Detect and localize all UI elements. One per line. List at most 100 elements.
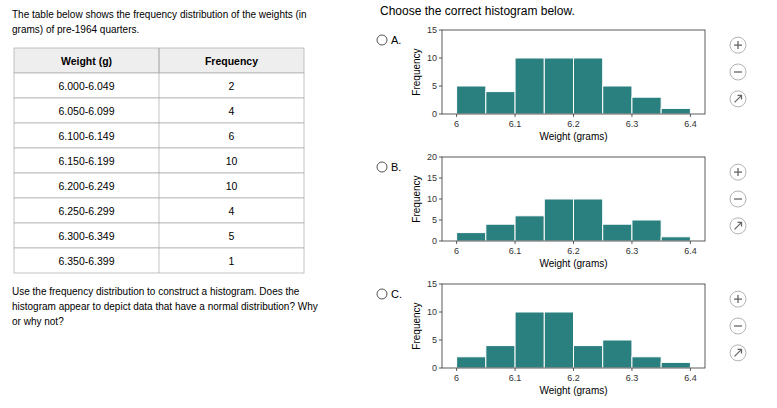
table-cell: 6.150-6.199 (58, 155, 114, 167)
bar (661, 108, 690, 114)
icon-circle (730, 345, 746, 361)
x-tick-label: 6.2 (567, 246, 580, 256)
table-cell: 10 (226, 180, 238, 192)
x-tick-label: 6.3 (626, 373, 639, 383)
icon-circle (730, 164, 746, 180)
x-tick-label: 6.3 (626, 246, 639, 256)
x-tick-label: 6.2 (567, 119, 580, 129)
y-axis-label: Frequency (411, 48, 422, 95)
bar (603, 86, 632, 114)
icon-circle (730, 291, 746, 307)
icon-button (730, 164, 746, 180)
bar (544, 312, 573, 368)
table-cell: 6.250-6.299 (58, 205, 114, 217)
y-axis-label: Frequency (411, 302, 422, 349)
x-tick (631, 368, 632, 371)
y-tick (439, 178, 442, 179)
radio-button (377, 289, 387, 299)
radio-button (377, 162, 387, 172)
y-tick (439, 114, 442, 115)
bar (544, 58, 573, 114)
icon-button (730, 218, 746, 234)
icon-glyph (734, 198, 742, 199)
icon-button (730, 318, 746, 334)
option-label: A. (391, 34, 401, 46)
x-tick (690, 241, 691, 244)
x-tick-label: 6 (454, 373, 459, 383)
icon-button (730, 345, 746, 361)
table-cell: 6.200-6.249 (58, 180, 114, 192)
icon-button (730, 37, 746, 53)
y-tick-label: 15 (427, 279, 437, 289)
icon-glyph (737, 41, 738, 49)
icon-glyph (734, 325, 742, 326)
table-divider (159, 48, 160, 273)
option-label: B. (391, 161, 401, 173)
bar (457, 86, 486, 114)
x-tick-label: 6.3 (626, 119, 639, 129)
icon-circle (730, 37, 746, 53)
title: The table below shows the frequency dist… (12, 9, 307, 20)
icon-glyph (735, 349, 742, 356)
table-cell: 6 (229, 130, 235, 142)
bar (661, 362, 690, 368)
table-cell: 6.100-6.149 (58, 130, 114, 142)
figure: The table below shows the frequency dist… (0, 0, 777, 408)
y-tick-label: 5 (432, 215, 437, 225)
y-tick-label: 10 (427, 307, 437, 317)
icon-glyph (735, 95, 742, 102)
y-tick (439, 199, 442, 200)
annotation: histogram appear to depict data that hav… (12, 301, 318, 312)
annotation: or why not? (12, 316, 64, 327)
x-tick (573, 368, 574, 371)
icon-button (730, 291, 746, 307)
y-tick-label: 20 (427, 152, 437, 162)
histogram-panel: B.66.16.26.36.405101520Weight (grams)Fre… (377, 152, 746, 269)
bar (457, 357, 486, 368)
y-tick-label: 0 (432, 363, 437, 373)
y-tick-label: 0 (432, 109, 437, 119)
x-tick (515, 368, 516, 371)
table-cell: 2 (229, 80, 235, 92)
option-label: C. (391, 288, 402, 300)
y-tick (439, 368, 442, 369)
icon-circle (730, 64, 746, 80)
icon-circle (730, 218, 746, 234)
x-axis-label: Weight (grams) (539, 258, 607, 269)
table-cell: 5 (229, 230, 235, 242)
y-tick (439, 58, 442, 59)
table-cell: 6.000-6.049 (58, 80, 114, 92)
bar (574, 346, 603, 368)
plot-frame (442, 157, 705, 241)
bar (486, 92, 515, 114)
y-tick (439, 220, 442, 221)
x-tick (690, 368, 691, 371)
icon-circle (730, 91, 746, 107)
bar (603, 340, 632, 368)
table-panel: The table below shows the frequency dist… (12, 9, 318, 327)
y-tick (439, 86, 442, 87)
x-tick (573, 114, 574, 117)
table-cell: 6.050-6.099 (58, 105, 114, 117)
icon-glyph (734, 71, 742, 72)
y-tick (439, 284, 442, 285)
annotation: Choose the correct histogram below. (380, 4, 575, 18)
histogram-panel: A.66.16.26.36.4051015Weight (grams)Frequ… (377, 25, 746, 142)
bar (661, 237, 690, 241)
y-tick-label: 5 (432, 335, 437, 345)
x-tick (515, 241, 516, 244)
bar (515, 216, 544, 241)
bar (486, 224, 515, 241)
bar (574, 199, 603, 241)
icon-circle (730, 191, 746, 207)
y-axis-label: Frequency (411, 175, 422, 222)
y-tick-label: 15 (427, 173, 437, 183)
radio-button (377, 35, 387, 45)
x-tick-label: 6.4 (684, 246, 697, 256)
x-tick-label: 6.4 (684, 373, 697, 383)
y-tick-label: 15 (427, 25, 437, 35)
x-tick-label: 6.4 (684, 119, 697, 129)
icon-glyph (737, 168, 738, 176)
table-cell: 10 (226, 155, 238, 167)
y-tick (439, 157, 442, 158)
